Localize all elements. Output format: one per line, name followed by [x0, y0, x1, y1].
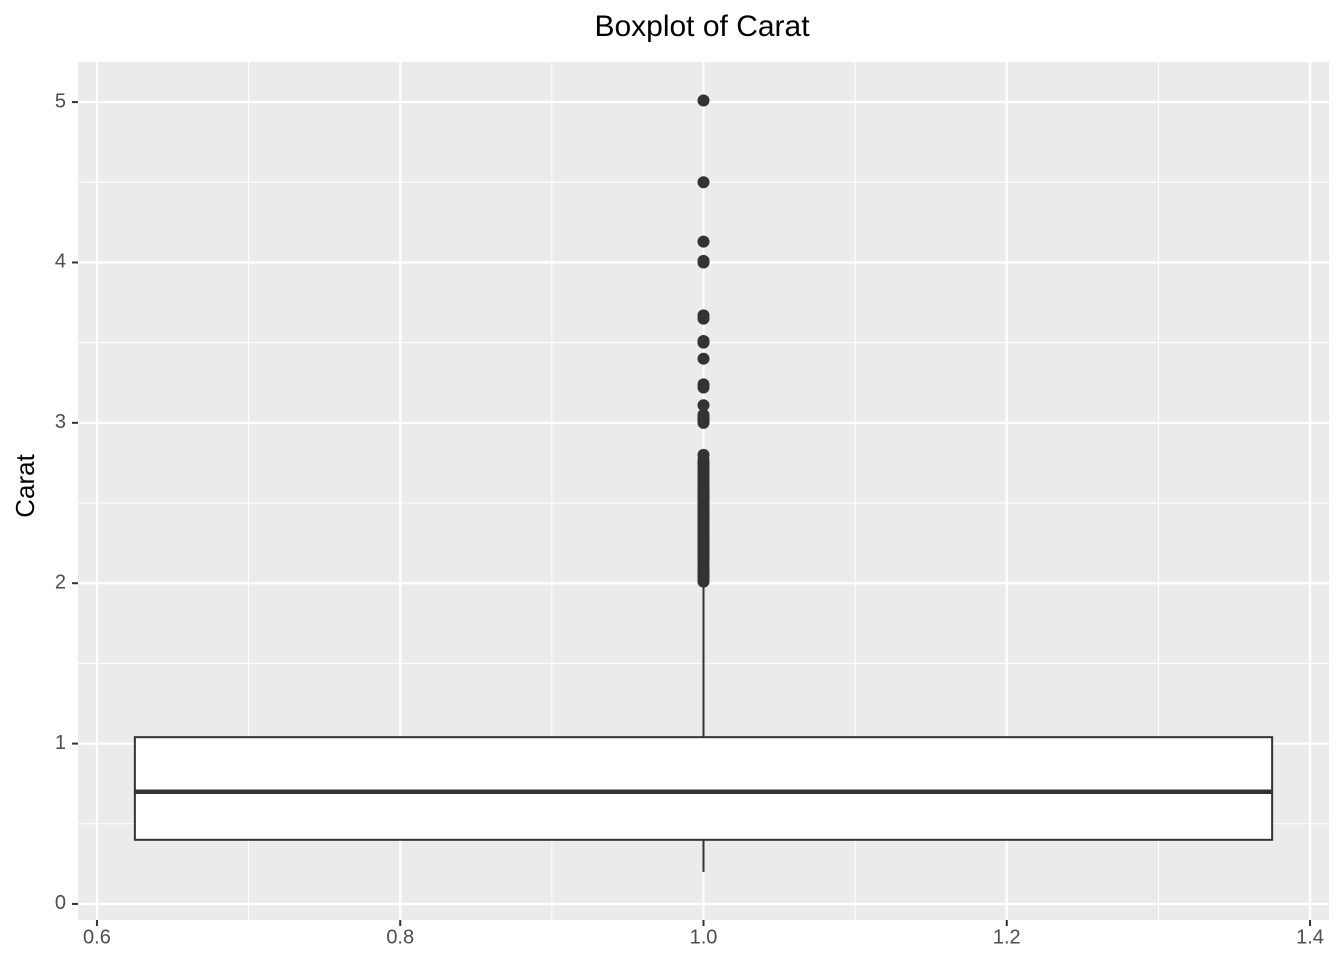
box [133, 736, 1274, 841]
x-tick-label: 1.2 [993, 926, 1021, 948]
x-tick-label: 1.4 [1296, 926, 1324, 948]
outlier [697, 352, 710, 365]
y-tick-label: 3 [55, 411, 66, 433]
outlier [697, 309, 710, 322]
outlier [697, 448, 710, 461]
y-tick-label: 0 [55, 892, 66, 914]
y-tick-label: 4 [55, 251, 66, 273]
x-tick-label: 0.8 [386, 926, 414, 948]
y-tick-label: 1 [55, 732, 66, 754]
y-tick-label: 2 [55, 571, 66, 593]
x-tick-label: 0.6 [83, 926, 111, 948]
outlier [697, 254, 710, 267]
outlier [697, 94, 710, 107]
outlier [697, 408, 710, 421]
y-axis-label: Carat [10, 453, 40, 517]
outlier [697, 399, 710, 412]
outlier [697, 235, 710, 248]
y-tick-label: 5 [55, 90, 66, 112]
x-tick-label: 1.0 [690, 926, 718, 948]
outlier [697, 378, 710, 391]
chart-title: Boxplot of Carat [594, 10, 810, 43]
outlier [697, 335, 710, 348]
outlier [697, 176, 710, 189]
